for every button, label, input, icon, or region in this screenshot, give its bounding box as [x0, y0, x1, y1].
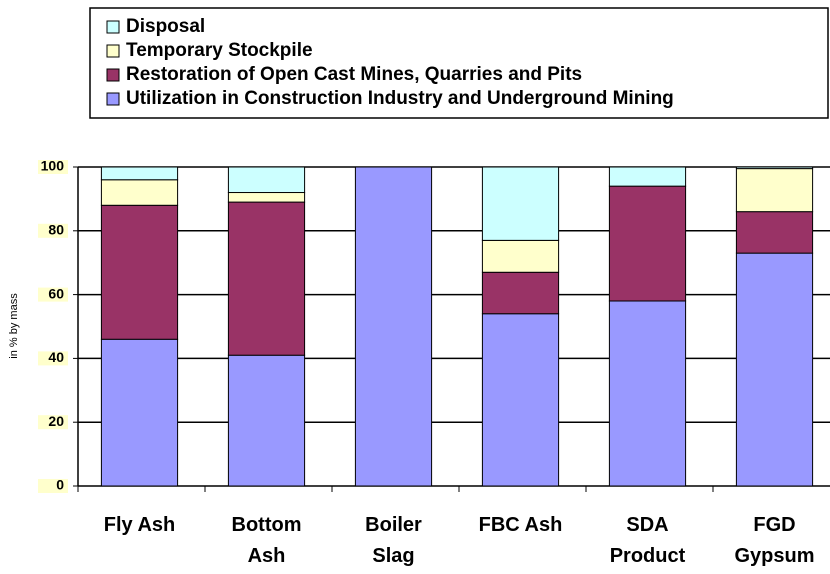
- bar-segment: [100, 338, 179, 487]
- bar-segment: [354, 166, 433, 487]
- tick-highlight: [38, 223, 68, 238]
- bar-segment: [735, 168, 814, 213]
- bar-segment: [100, 179, 179, 206]
- legend-box: [89, 7, 829, 119]
- y-tick-label: 100: [41, 158, 65, 174]
- bar-segment: [481, 166, 560, 241]
- y-tick-label: 60: [48, 285, 64, 301]
- legend-swatch: [106, 20, 120, 34]
- bar-segment: [608, 300, 687, 487]
- bar-segment: [735, 252, 814, 487]
- x-tick-label: Bottom Ash: [231, 514, 302, 567]
- bar-segment: [735, 211, 814, 254]
- bar-segment: [227, 192, 306, 203]
- bar-segment: [608, 185, 687, 302]
- bar-segment: [481, 239, 560, 273]
- legend-label: Restoration of Open Cast Mines, Quarries…: [126, 64, 582, 85]
- legend-swatch: [106, 92, 120, 106]
- legend-label: Temporary Stockpile: [126, 40, 313, 61]
- tick-highlight: [38, 351, 68, 366]
- x-tick-label: Fly Ash: [103, 514, 176, 536]
- bar-segment: [227, 201, 306, 356]
- bar-segment: [481, 313, 560, 487]
- bar-segment: [227, 166, 306, 194]
- tick-highlight: [38, 415, 68, 430]
- bar-segment: [608, 166, 687, 187]
- bar-segment: [100, 204, 179, 340]
- x-tick-label: FBC Ash: [478, 514, 563, 536]
- bar-segment: [735, 166, 814, 170]
- y-axis-label: in % by mass: [8, 293, 20, 359]
- legend-swatch: [106, 68, 120, 82]
- bar-segment: [100, 166, 179, 181]
- bar-segment: [227, 354, 306, 487]
- tick-highlight: [38, 160, 68, 174]
- tick-highlight: [38, 479, 68, 493]
- bar-segment: [481, 271, 560, 315]
- x-tick-label: Boiler Slag: [365, 514, 422, 567]
- y-tick-label: 40: [48, 349, 64, 365]
- x-tick-label: FGD Gypsum: [734, 514, 815, 567]
- y-tick-label: 0: [56, 477, 64, 493]
- legend-label: Disposal: [126, 16, 205, 37]
- legend-label: Utilization in Construction Industry and…: [126, 88, 674, 109]
- x-tick-label: SDA Product: [609, 514, 686, 567]
- y-tick-label: 80: [48, 222, 64, 238]
- y-tick-label: 20: [48, 413, 64, 429]
- legend-swatch: [106, 44, 120, 58]
- tick-highlight: [38, 287, 68, 302]
